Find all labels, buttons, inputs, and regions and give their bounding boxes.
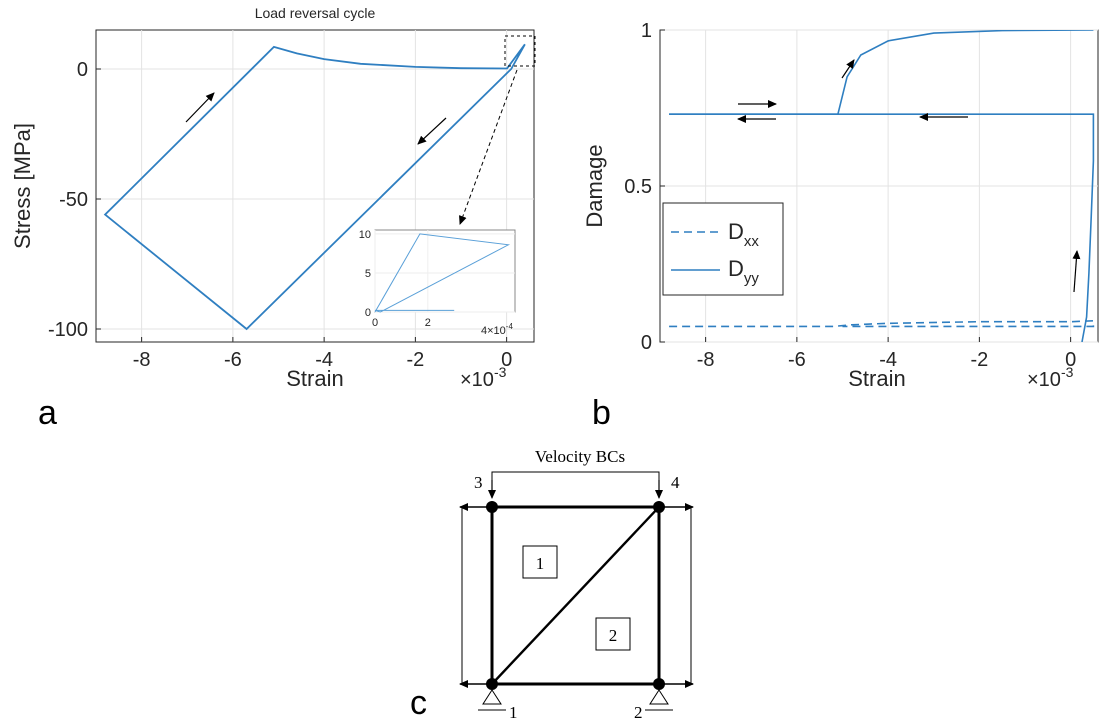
inset-curve — [374, 233, 511, 313]
inset-y-tick-label: 10 — [359, 229, 371, 241]
inset-y-tick-label: 5 — [365, 268, 371, 280]
zoom-region-box — [504, 35, 536, 67]
inset-y-tick-label: 0 — [365, 307, 371, 319]
legend-dyy-label: Dyy — [728, 256, 759, 287]
x-tick-label: -6 — [224, 349, 242, 371]
y-tick-label: 0.5 — [624, 176, 652, 198]
y-axis-label: Stress [MPa] — [10, 123, 35, 249]
dxx-curve — [669, 319, 1095, 328]
node-2 — [653, 678, 665, 690]
rise-arrow — [841, 59, 855, 79]
x-tick-label: -8 — [697, 349, 715, 371]
legend-box — [662, 202, 784, 296]
legend: Dxx Dyy — [662, 202, 784, 296]
support-node-1 — [482, 689, 502, 705]
y-tick-label: -100 — [48, 319, 88, 341]
y-axis-label: Damage — [582, 144, 607, 227]
inset-grid — [374, 230, 515, 313]
inset-plot-area — [374, 229, 516, 313]
damage-strain-chart: -8 -6 -4 -2 0 0 0.5 1 Dxx Dyy Strain Damage ×10… — [582, 20, 1099, 432]
inset-x-tick-label: 0 — [372, 317, 378, 329]
node-3-label: 3 — [474, 473, 483, 492]
axis-ticks: -8 -6 -4 -2 0 0 0.5 1 — [624, 20, 1076, 371]
element-1-box — [522, 545, 558, 579]
node-1-label: 1 — [509, 703, 518, 722]
y-tick-label: 0 — [77, 59, 88, 81]
node-2-label: 2 — [634, 703, 643, 722]
legend-dxx-label: Dxx — [728, 219, 759, 250]
x-tick-label: -2 — [406, 349, 424, 371]
zoom-pointer-arrow — [459, 69, 518, 225]
node-3 — [486, 501, 498, 513]
inset-chart: 0 2 0 5 10 4×10-4 — [359, 229, 516, 337]
x-tick-label: -4 — [879, 349, 897, 371]
x-tick-label: -2 — [970, 349, 988, 371]
support-node-2 — [649, 689, 669, 705]
fe-mesh-diagram: Velocity BCs 1 2 3 4 1 2 c — [410, 447, 694, 722]
panel-label-c: c — [410, 684, 427, 722]
mesh-diagonal — [491, 506, 660, 685]
node-4-label: 4 — [671, 473, 680, 492]
stress-strain-chart: -8 -6 -4 -2 0 -100 -50 0 0 2 0 5 10 4×10-4 Load rev… — [10, 5, 536, 432]
loading-arrow — [185, 92, 215, 123]
x-axis-label: Strain — [848, 366, 905, 391]
unloading-arrow — [417, 117, 447, 145]
x-tick-label: 0 — [1065, 349, 1076, 371]
grid-lines — [96, 30, 534, 342]
x-axis-label: Strain — [286, 366, 343, 391]
element-2-label: 2 — [609, 626, 618, 645]
x-tick-label: -6 — [788, 349, 806, 371]
y-tick-label: -50 — [59, 189, 88, 211]
panel-label-a: a — [38, 394, 57, 432]
element-2-box — [595, 617, 631, 651]
mesh-boundary — [490, 505, 661, 686]
stress-strain-curve — [103, 43, 526, 331]
dyy-rise-arrow — [1072, 250, 1081, 293]
x-axis-multiplier: ×10-3 — [1027, 364, 1074, 391]
x-tick-label: -4 — [315, 349, 333, 371]
inset-x-tick-label: 2 — [425, 317, 431, 329]
inset-x-multiplier: 4×10-4 — [481, 322, 513, 337]
inset-ticks: 0 2 0 5 10 — [359, 229, 431, 329]
element-1-label: 1 — [536, 554, 545, 573]
x-tick-label: 0 — [501, 349, 512, 371]
velocity-bcs-label: Velocity BCs — [535, 447, 625, 466]
y-tick-label: 0 — [641, 332, 652, 354]
dyy-curve — [669, 113, 1095, 342]
dyy-curve-upper — [669, 30, 1094, 115]
x-tick-label: -8 — [133, 349, 151, 371]
panel-label-b: b — [592, 394, 611, 432]
velocity-bc-bracket — [491, 471, 660, 494]
node-4 — [653, 501, 665, 513]
node-1 — [486, 678, 498, 690]
chart-title: Load reversal cycle — [255, 5, 376, 21]
x-axis-multiplier: ×10-3 — [460, 364, 507, 391]
y-tick-label: 1 — [641, 20, 652, 42]
axis-ticks: -8 -6 -4 -2 0 -100 -50 0 — [48, 59, 512, 371]
